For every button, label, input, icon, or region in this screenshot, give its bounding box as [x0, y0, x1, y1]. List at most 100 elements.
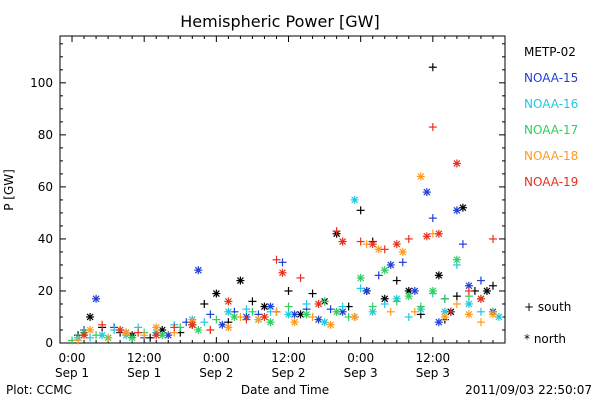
data-point-north — [194, 325, 203, 334]
data-point-north — [434, 229, 443, 238]
data-point-south — [200, 299, 209, 308]
data-point-north — [338, 237, 347, 246]
data-point-south — [476, 318, 485, 327]
footer-timestamp: 2011/09/03 22:50:07 — [465, 383, 592, 397]
data-point-south — [476, 307, 485, 316]
data-point-north — [434, 318, 443, 327]
x-tick-date-label: Sep 2 — [199, 366, 233, 380]
data-point-north — [404, 292, 413, 301]
data-point-south — [458, 240, 467, 249]
data-point-north — [194, 266, 203, 275]
marker-legend-north: * north — [524, 332, 566, 346]
data-point-south — [212, 315, 221, 324]
data-point-south — [404, 312, 413, 321]
data-point-north — [236, 276, 245, 285]
data-point-north — [224, 307, 233, 316]
data-point-north — [290, 318, 299, 327]
data-point-south — [416, 302, 425, 311]
data-point-north — [398, 247, 407, 256]
data-point-north — [86, 325, 95, 334]
x-tick-date-label: Sep 3 — [344, 366, 378, 380]
data-point-north — [290, 310, 299, 319]
data-point-south — [242, 305, 251, 314]
data-point-north — [212, 289, 221, 298]
data-point-north — [302, 310, 311, 319]
data-point-north — [380, 266, 389, 275]
data-point-north — [374, 245, 383, 254]
data-point-south — [446, 307, 455, 316]
data-point-south — [398, 258, 407, 267]
x-tick-time-label: 12:00 — [127, 351, 162, 365]
data-point-south — [488, 281, 497, 290]
data-point-north — [368, 240, 377, 249]
data-point-north — [116, 325, 125, 334]
data-point-south — [452, 299, 461, 308]
y-tick-label: 40 — [38, 232, 53, 246]
data-point-north — [386, 260, 395, 269]
data-point-south — [386, 307, 395, 316]
data-point-south — [140, 331, 149, 340]
data-point-south — [356, 206, 365, 215]
data-point-south — [92, 331, 101, 340]
data-point-south — [272, 255, 281, 264]
data-point-south — [404, 234, 413, 243]
data-point-south — [332, 227, 341, 236]
x-axis-label: Date and Time — [241, 383, 329, 397]
data-point-north — [350, 312, 359, 321]
data-point-north — [488, 310, 497, 319]
data-point-north — [434, 271, 443, 280]
y-axis-label: P [GW] — [2, 169, 16, 211]
x-tick-date-label: Sep 1 — [127, 366, 161, 380]
data-point-north — [452, 255, 461, 264]
data-point-south — [104, 333, 113, 342]
data-point-south — [98, 320, 107, 329]
x-tick-time-label: 12:00 — [416, 351, 451, 365]
footer-credit: Plot: CCMC — [6, 383, 72, 397]
x-tick-time-label: 0:00 — [203, 351, 230, 365]
data-point-north — [278, 268, 287, 277]
data-point-south — [74, 336, 83, 345]
data-point-south — [428, 123, 437, 132]
data-point-south — [296, 273, 305, 282]
legend-entry: METP-02 — [524, 45, 576, 59]
data-point-south — [170, 323, 179, 332]
data-point-south — [206, 325, 215, 334]
y-axis: 0 20 40 60 80 100 — [30, 43, 505, 350]
data-point-north — [422, 188, 431, 197]
x-tick-date-label: Sep 1 — [55, 366, 89, 380]
data-point-north — [266, 318, 275, 327]
data-point-north — [440, 312, 449, 321]
data-point-south — [374, 271, 383, 280]
data-point-north — [92, 294, 101, 303]
marker-legend-south: + south — [524, 300, 571, 314]
data-point-north — [410, 286, 419, 295]
data-point-south — [380, 245, 389, 254]
y-tick-label: 0 — [45, 336, 53, 350]
data-point-north — [350, 195, 359, 204]
data-point-south — [284, 302, 293, 311]
y-tick-label: 20 — [38, 284, 53, 298]
data-point-north — [452, 206, 461, 215]
y-tick-label: 60 — [38, 180, 53, 194]
legend-entry: NOAA-17 — [524, 123, 578, 137]
legend-entry: NOAA-19 — [524, 175, 578, 189]
data-point-north — [260, 312, 269, 321]
data-point-south — [440, 294, 449, 303]
data-point-north — [464, 281, 473, 290]
data-point-north — [128, 333, 137, 342]
data-point-south — [278, 258, 287, 267]
data-point-south — [308, 312, 317, 321]
data-point-south — [380, 299, 389, 308]
data-point-south — [410, 307, 419, 316]
legend-entry: NOAA-15 — [524, 71, 578, 85]
data-point-north — [464, 310, 473, 319]
data-point-south — [236, 312, 245, 321]
data-point-north — [152, 323, 161, 332]
chart-title: Hemispheric Power [GW] — [180, 12, 379, 31]
data-point-south — [284, 286, 293, 295]
data-point-south — [356, 237, 365, 246]
data-point-south — [248, 297, 257, 306]
data-point-south — [272, 307, 281, 316]
